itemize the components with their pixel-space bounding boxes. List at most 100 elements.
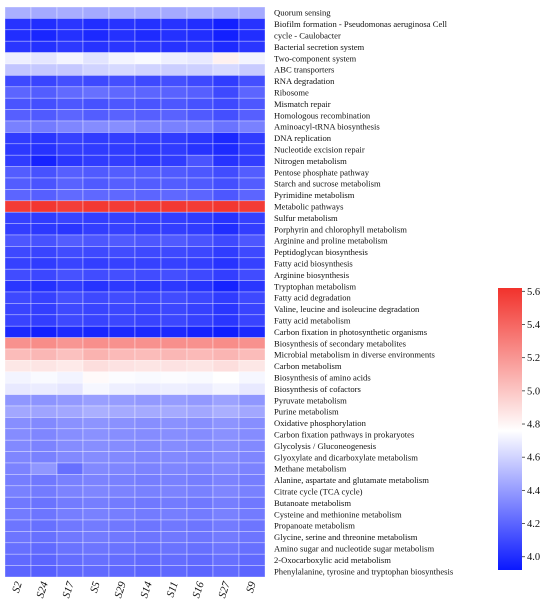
heatmap-cell [4, 154, 32, 167]
heatmap-cell [56, 189, 84, 202]
heatmap-cell [82, 63, 110, 76]
heatmap-cell [108, 325, 136, 338]
heatmap-cell [238, 246, 266, 259]
heatmap-cell [30, 6, 58, 19]
heatmap-cell [4, 394, 32, 407]
row-label: Propanoate metabolism [274, 521, 355, 531]
heatmap-cell [212, 166, 240, 179]
heatmap-cell [108, 360, 136, 373]
row-label: Starch and sucrose metabolism [274, 179, 381, 189]
heatmap-cell [186, 52, 214, 65]
heatmap-cell [82, 177, 110, 190]
heatmap-cell [160, 325, 188, 338]
heatmap-cell [56, 257, 84, 270]
heatmap-cell [56, 314, 84, 327]
heatmap-cell [186, 234, 214, 247]
heatmap-cell [160, 542, 188, 555]
heatmap-cell [30, 143, 58, 156]
heatmap-cell [212, 485, 240, 498]
heatmap-cell [108, 200, 136, 213]
heatmap-cell [82, 371, 110, 384]
heatmap-cell [160, 417, 188, 430]
heatmap-cell [4, 166, 32, 179]
colorbar-gradient [498, 288, 522, 570]
heatmap-cell [212, 63, 240, 76]
heatmap-cell [30, 52, 58, 65]
column-label: S2 [10, 580, 25, 595]
heatmap-cell [108, 303, 136, 316]
heatmap-cell [238, 18, 266, 31]
heatmap-cell [160, 360, 188, 373]
heatmap-cell [4, 280, 32, 293]
heatmap-cell [4, 405, 32, 418]
heatmap-cell [82, 6, 110, 19]
heatmap-cell [4, 86, 32, 99]
heatmap-cell [186, 154, 214, 167]
heatmap-cell [160, 246, 188, 259]
heatmap-cell [56, 485, 84, 498]
heatmap-cell [238, 553, 266, 566]
heatmap-cell [238, 474, 266, 487]
heatmap-cell [186, 325, 214, 338]
heatmap-cell [56, 519, 84, 532]
heatmap-cells [4, 6, 266, 578]
heatmap-cell [238, 496, 266, 509]
colorbar-tick-label: 5.6 [527, 287, 540, 298]
row-label: Carbon fixation pathways in prokaryotes [274, 430, 415, 440]
heatmap-cell [160, 189, 188, 202]
heatmap-cell [212, 474, 240, 487]
heatmap-cell [82, 474, 110, 487]
heatmap-cell [134, 417, 162, 430]
heatmap-cell [4, 371, 32, 384]
heatmap-cell [160, 553, 188, 566]
heatmap-cell [160, 382, 188, 395]
heatmap-cell [212, 508, 240, 521]
heatmap-cell [212, 52, 240, 65]
heatmap-cell [212, 86, 240, 99]
heatmap-cell [30, 565, 58, 578]
heatmap-cell [82, 553, 110, 566]
heatmap-cell [108, 417, 136, 430]
heatmap-cell [4, 428, 32, 441]
heatmap-cell [160, 109, 188, 122]
heatmap-cell [160, 439, 188, 452]
heatmap-cell [238, 405, 266, 418]
heatmap-cell [212, 531, 240, 544]
row-label: Biosynthesis of amino acids [274, 373, 371, 383]
heatmap-cell [30, 394, 58, 407]
heatmap-cell [160, 40, 188, 53]
heatmap-cell [82, 496, 110, 509]
heatmap-cell [108, 109, 136, 122]
heatmap-cell [82, 97, 110, 110]
row-label: Fatty acid biosynthesis [274, 259, 353, 269]
heatmap-cell [160, 394, 188, 407]
heatmap-cell [4, 360, 32, 373]
heatmap-cell [56, 280, 84, 293]
heatmap-cell [212, 120, 240, 133]
heatmap-cell [108, 508, 136, 521]
row-label: Pentose phosphate pathway [274, 167, 370, 177]
heatmap-cell [56, 394, 84, 407]
heatmap-cell [30, 428, 58, 441]
heatmap-cell [238, 211, 266, 224]
heatmap-cell [186, 337, 214, 350]
heatmap-cell [212, 519, 240, 532]
heatmap-cell [238, 143, 266, 156]
heatmap-cell [108, 542, 136, 555]
heatmap-cell [186, 40, 214, 53]
heatmap-cell [82, 325, 110, 338]
heatmap-cell [238, 234, 266, 247]
heatmap-cell [56, 40, 84, 53]
heatmap-cell [30, 200, 58, 213]
heatmap-cell [160, 86, 188, 99]
row-label: Pyruvate metabolism [274, 395, 347, 405]
heatmap-cell [212, 280, 240, 293]
heatmap-cell [30, 257, 58, 270]
heatmap-cell [160, 211, 188, 224]
heatmap-cell [56, 143, 84, 156]
column-label: S29 [112, 580, 129, 600]
heatmap-cell [4, 97, 32, 110]
heatmap-cell [108, 474, 136, 487]
heatmap-cell [30, 18, 58, 31]
heatmap-cell [56, 348, 84, 361]
